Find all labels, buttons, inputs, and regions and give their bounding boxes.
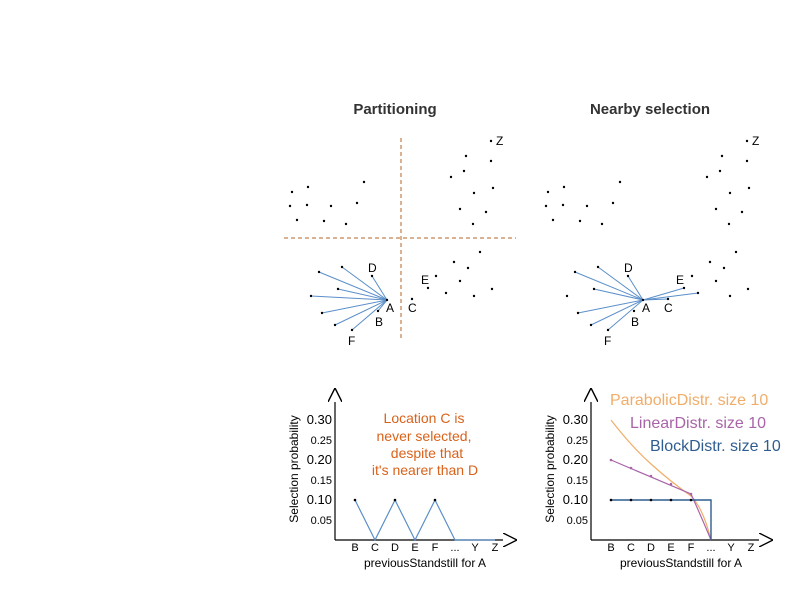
right-legend: ParabolicDistr. size 10 LinearDistr. siz… xyxy=(610,392,781,455)
left-label-z: Z xyxy=(496,134,503,148)
left-y-ticks: 0.30 0.25 0.20 0.15 0.10 0.05 xyxy=(307,412,332,527)
right-points xyxy=(544,139,751,332)
right-y-tick-label: 0.20 xyxy=(563,452,588,467)
left-data-point xyxy=(353,498,357,502)
right-label-b: B xyxy=(631,315,639,329)
legend-parabolic: ParabolicDistr. size 10 xyxy=(610,392,768,409)
right-x-tick-label: Y xyxy=(727,542,735,554)
right-label-e: E xyxy=(676,273,684,287)
right-links xyxy=(574,266,699,331)
partitioning-panel: Partitioning xyxy=(284,101,516,348)
left-label-b: B xyxy=(375,315,383,329)
left-y-tick-label: 0.30 xyxy=(307,412,332,427)
block-data-point xyxy=(629,498,633,502)
right-y-tick-label: 0.25 xyxy=(567,435,588,447)
right-x-tick-label: F xyxy=(688,542,695,554)
annotation-line-3: despite that xyxy=(391,445,463,461)
nearby-selection-title: Nearby selection xyxy=(590,101,710,118)
left-x-tick-label: C xyxy=(371,542,379,554)
left-x-tick-label: B xyxy=(351,542,358,554)
right-x-tick-label: E xyxy=(667,542,674,554)
left-x-tick-label: Z xyxy=(492,542,499,554)
right-series xyxy=(609,419,712,541)
left-data-point xyxy=(433,498,437,502)
left-annotation: Location C is never selected, despite th… xyxy=(372,410,478,478)
block-data-point xyxy=(649,498,653,502)
annotation-line-1: Location C is xyxy=(384,410,465,426)
legend-block: BlockDistr. size 10 xyxy=(650,438,781,455)
left-label-c: C xyxy=(408,301,417,315)
right-selection-chart: Selection probability previousStandstill… xyxy=(543,392,781,570)
linear-data-point xyxy=(689,492,693,496)
left-y-axis-label: Selection probability xyxy=(287,415,301,522)
right-x-tick-label: C xyxy=(627,542,635,554)
right-x-tick-label: B xyxy=(607,542,614,554)
left-x-ticks: B C D E F... Y Z xyxy=(351,542,498,554)
legend-linear: LinearDistr. size 10 xyxy=(630,415,766,432)
right-y-tick-label: 0.05 xyxy=(567,515,588,527)
annotation-line-4: it's nearer than D xyxy=(372,462,478,478)
left-x-tick-label: F xyxy=(432,542,439,554)
right-y-tick-label: 0.30 xyxy=(563,412,588,427)
left-data-point xyxy=(393,498,397,502)
left-y-tick-label: 0.25 xyxy=(311,435,332,447)
block-series-line xyxy=(611,499,712,540)
left-links xyxy=(310,266,388,331)
nearby-selection-panel: Nearby selection xyxy=(544,101,759,348)
left-x-tick-label: D xyxy=(391,542,399,554)
left-x-tick-label: Y xyxy=(471,542,479,554)
annotation-line-2: never selected, xyxy=(377,428,472,444)
left-x-axis-label: previousStandstill for A xyxy=(364,556,486,570)
left-y-tick-label: 0.20 xyxy=(307,452,332,467)
left-y-tick-label: 0.10 xyxy=(307,492,332,507)
left-x-tick-label: E xyxy=(411,542,418,554)
right-label-f: F xyxy=(604,334,611,348)
right-label-z: Z xyxy=(752,134,759,148)
right-x-tick-label: D xyxy=(647,542,655,554)
left-y-tick-label: 0.05 xyxy=(311,515,332,527)
linear-data-point xyxy=(629,466,633,470)
right-x-tick-label: Z xyxy=(748,542,755,554)
block-data-point xyxy=(689,498,693,502)
linear-data-point xyxy=(649,474,653,478)
left-label-e: E xyxy=(421,273,429,287)
right-label-c: C xyxy=(664,301,673,315)
left-label-a: A xyxy=(386,301,394,315)
left-selection-chart: Selection probability previousStandstill… xyxy=(287,402,503,570)
right-label-d: D xyxy=(624,261,633,275)
linear-data-point xyxy=(609,458,613,462)
right-label-a: A xyxy=(642,301,650,315)
left-points xyxy=(288,139,495,332)
left-x-tick-label: ... xyxy=(450,542,459,554)
block-data-point xyxy=(609,498,613,502)
right-y-tick-label: 0.15 xyxy=(567,475,588,487)
right-x-ticks: B C D E F... Y Z xyxy=(607,542,754,554)
block-data-point xyxy=(669,498,673,502)
linear-data-point xyxy=(669,482,673,486)
partitioning-title: Partitioning xyxy=(353,101,436,118)
right-x-axis-label: previousStandstill for A xyxy=(620,556,742,570)
right-x-tick-label: ... xyxy=(706,542,715,554)
parabolic-series-line xyxy=(610,419,712,541)
left-label-f: F xyxy=(348,334,355,348)
right-y-tick-label: 0.10 xyxy=(563,492,588,507)
right-y-axis-label: Selection probability xyxy=(543,415,557,522)
left-series-line xyxy=(354,498,495,542)
left-series xyxy=(353,498,495,542)
left-label-d: D xyxy=(368,261,377,275)
right-y-ticks: 0.30 0.25 0.20 0.15 0.10 0.05 xyxy=(563,412,588,527)
left-y-tick-label: 0.15 xyxy=(311,475,332,487)
